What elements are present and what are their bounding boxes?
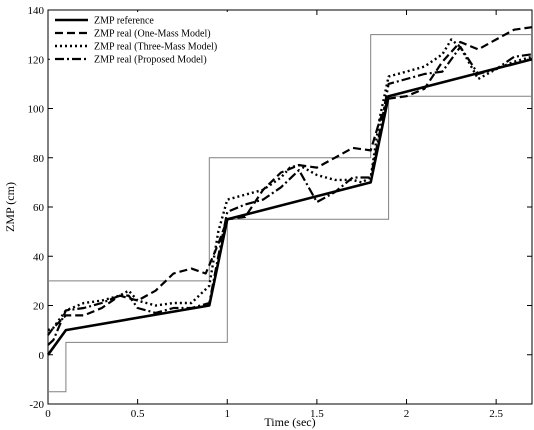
x-tick-label: 1 xyxy=(225,408,231,420)
y-tick-label: 20 xyxy=(33,301,45,313)
boundary-line-1 xyxy=(48,95,532,393)
y-tick-label: 120 xyxy=(28,54,45,66)
y-tick-label: 0 xyxy=(39,350,45,362)
boundary-line-2 xyxy=(48,34,532,282)
series-group xyxy=(46,26,533,356)
series-line-4 xyxy=(47,45,533,346)
series-line-3 xyxy=(47,38,533,332)
y-tick-label: 100 xyxy=(28,104,45,116)
legend-label-2: ZMP real (One-Mass Model) xyxy=(94,29,211,40)
legend-label-3: ZMP real (Three-Mass Model) xyxy=(94,42,217,53)
legend-label-1: ZMP reference xyxy=(94,16,154,27)
y-tick-label: -20 xyxy=(29,399,44,411)
legend-box xyxy=(50,12,234,70)
boundary-lines xyxy=(48,34,532,393)
x-axis-label: Time (sec) xyxy=(264,415,315,429)
legend: ZMP reference ZMP real (One-Mass Model) ZM… xyxy=(50,12,234,70)
y-tick-label: 80 xyxy=(33,153,45,165)
y-tick-label: 60 xyxy=(33,202,45,214)
x-tick-label: 2.5 xyxy=(489,408,503,420)
x-tick-label: 1.5 xyxy=(310,408,324,420)
y-axis-label: ZMP (cm) xyxy=(3,182,17,232)
y-tick-label: 40 xyxy=(33,251,45,263)
plot-frame xyxy=(47,9,533,405)
x-tick-label: 0.5 xyxy=(131,408,145,420)
y-tick-label: 140 xyxy=(28,5,45,17)
legend-label-4: ZMP real (Proposed Model) xyxy=(94,55,207,66)
x-tick-label: 2 xyxy=(404,408,410,420)
x-tick-label: 0 xyxy=(45,408,51,420)
series-line-2 xyxy=(47,26,533,336)
